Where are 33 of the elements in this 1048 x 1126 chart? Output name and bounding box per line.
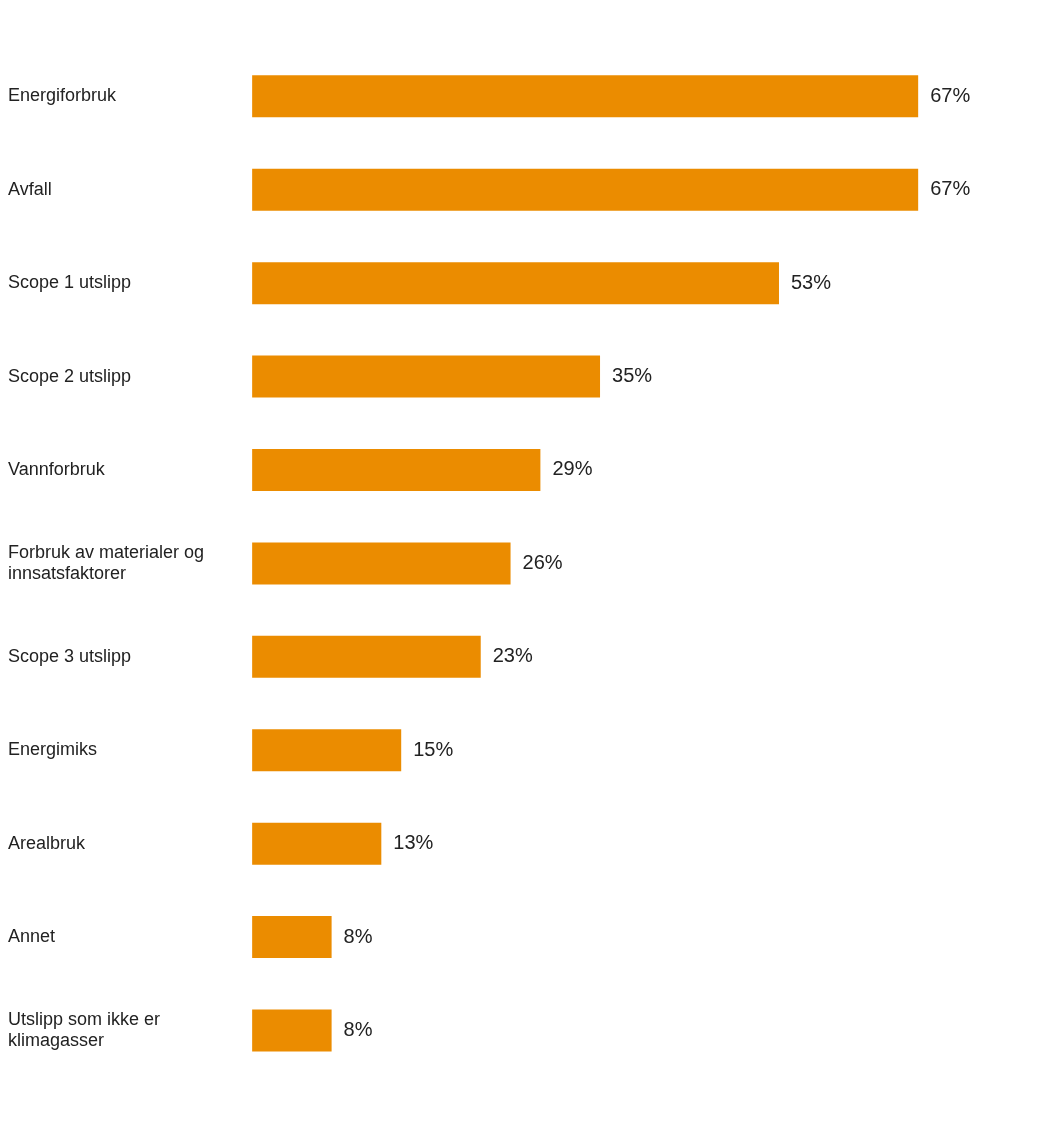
data-label: 53% — [790, 270, 832, 293]
y-tick-label: Vannforbruk — [8, 458, 106, 479]
data-label: 23% — [492, 644, 533, 667]
bar — [252, 729, 402, 772]
y-tick-label: Forbruk av materialer og innsatsfaktorer — [8, 541, 205, 584]
bar — [252, 75, 919, 118]
y-tick-label: Arealbruk — [8, 832, 87, 853]
data-label: 8% — [343, 1018, 373, 1041]
bar — [252, 355, 601, 398]
data-label: 26% — [522, 550, 563, 573]
data-label: 8% — [343, 924, 373, 947]
data-label: 29% — [552, 457, 593, 480]
y-tick-label: Scope 3 utslipp — [8, 645, 132, 666]
y-tick-label: Scope 1 utslipp — [8, 272, 132, 293]
bar — [252, 916, 332, 959]
bar — [252, 448, 541, 491]
data-label: 67% — [930, 177, 971, 200]
y-tick-label: Scope 2 utslipp — [8, 365, 132, 386]
data-label: 15% — [413, 737, 454, 760]
bar — [252, 1009, 332, 1052]
data-label: 13% — [393, 831, 434, 854]
y-tick-label: Annet — [8, 926, 56, 947]
data-label: 35% — [612, 364, 653, 387]
bar — [252, 262, 779, 305]
data-label: 67% — [930, 83, 971, 106]
bar — [252, 168, 919, 211]
bar — [252, 822, 382, 865]
y-tick-label: Energimiks — [8, 739, 98, 760]
bar — [252, 542, 511, 585]
y-tick-label: Energiforbruk — [8, 85, 118, 106]
bar — [252, 635, 481, 678]
y-tick-label: Utslipp som ikke er klimagasser — [8, 1008, 161, 1051]
y-tick-label: Avfall — [8, 178, 52, 199]
